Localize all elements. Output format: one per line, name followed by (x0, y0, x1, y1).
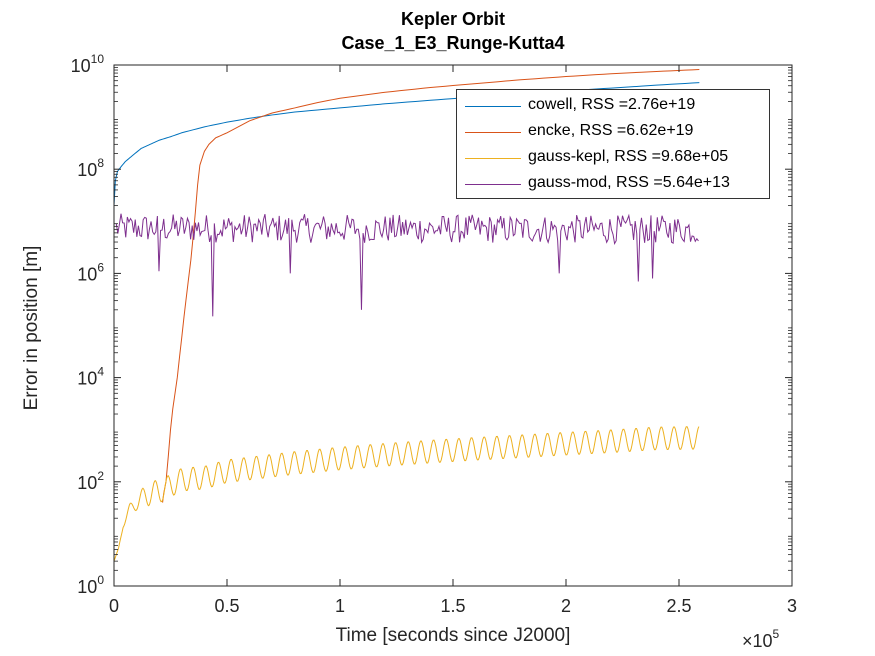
series-line-gauss-mod (115, 213, 699, 317)
chart-subtitle: Case_1_E3_Runge-Kutta4 (341, 33, 565, 53)
y-axis-label: Error in position [m] (21, 245, 42, 411)
ticks-layer: 0 0.5 1 1.5 2 2.5 3 100 102 104 106 108 1010 ×105 (71, 52, 797, 651)
legend: cowell, RSS =2.76e+19 encke, RSS =6.62e+… (456, 89, 770, 199)
legend-swatch (465, 106, 521, 107)
x-tick-label: 1 (335, 596, 345, 616)
plot-area-frame (113, 64, 793, 587)
y-tick-label: 106 (77, 260, 104, 284)
legend-label: encke, RSS =6.62e+19 (528, 122, 694, 139)
y-tick-label: 1010 (71, 52, 105, 76)
x-tick-label: 3 (787, 596, 797, 616)
x-tick-label: 2 (561, 596, 571, 616)
legend-swatch (465, 132, 521, 133)
y-tick-label: 102 (77, 469, 104, 493)
legend-label: gauss-mod, RSS =5.64e+13 (528, 174, 730, 191)
legend-swatch (465, 158, 521, 159)
legend-swatch (465, 184, 521, 185)
x-exponent-label: ×105 (742, 627, 780, 651)
x-tick-label: 1.5 (440, 596, 465, 616)
y-tick-label: 104 (77, 365, 104, 389)
x-tick-label: 2.5 (666, 596, 691, 616)
legend-entry-cowell: cowell, RSS =2.76e+19 (457, 95, 769, 117)
legend-entry-gauss-mod: gauss-mod, RSS =5.64e+13 (457, 173, 769, 195)
legend-label: gauss-kepl, RSS =9.68e+05 (528, 148, 729, 165)
chart-title: Kepler Orbit (400, 9, 506, 29)
series-line-gauss-kepl (113, 426, 700, 562)
legend-entry-gauss-kepl: gauss-kepl, RSS =9.68e+05 (457, 147, 769, 169)
x-tick-label: 0 (109, 596, 119, 616)
legend-label: cowell, RSS =2.76e+19 (528, 96, 696, 113)
y-tick-label: 108 (77, 156, 104, 180)
legend-entry-encke: encke, RSS =6.62e+19 (457, 121, 769, 143)
x-axis-label: Time [seconds since J2000] (335, 625, 571, 646)
y-tick-label: 100 (77, 573, 104, 597)
series-line-encke (162, 68, 700, 503)
x-tick-label: 0.5 (214, 596, 239, 616)
